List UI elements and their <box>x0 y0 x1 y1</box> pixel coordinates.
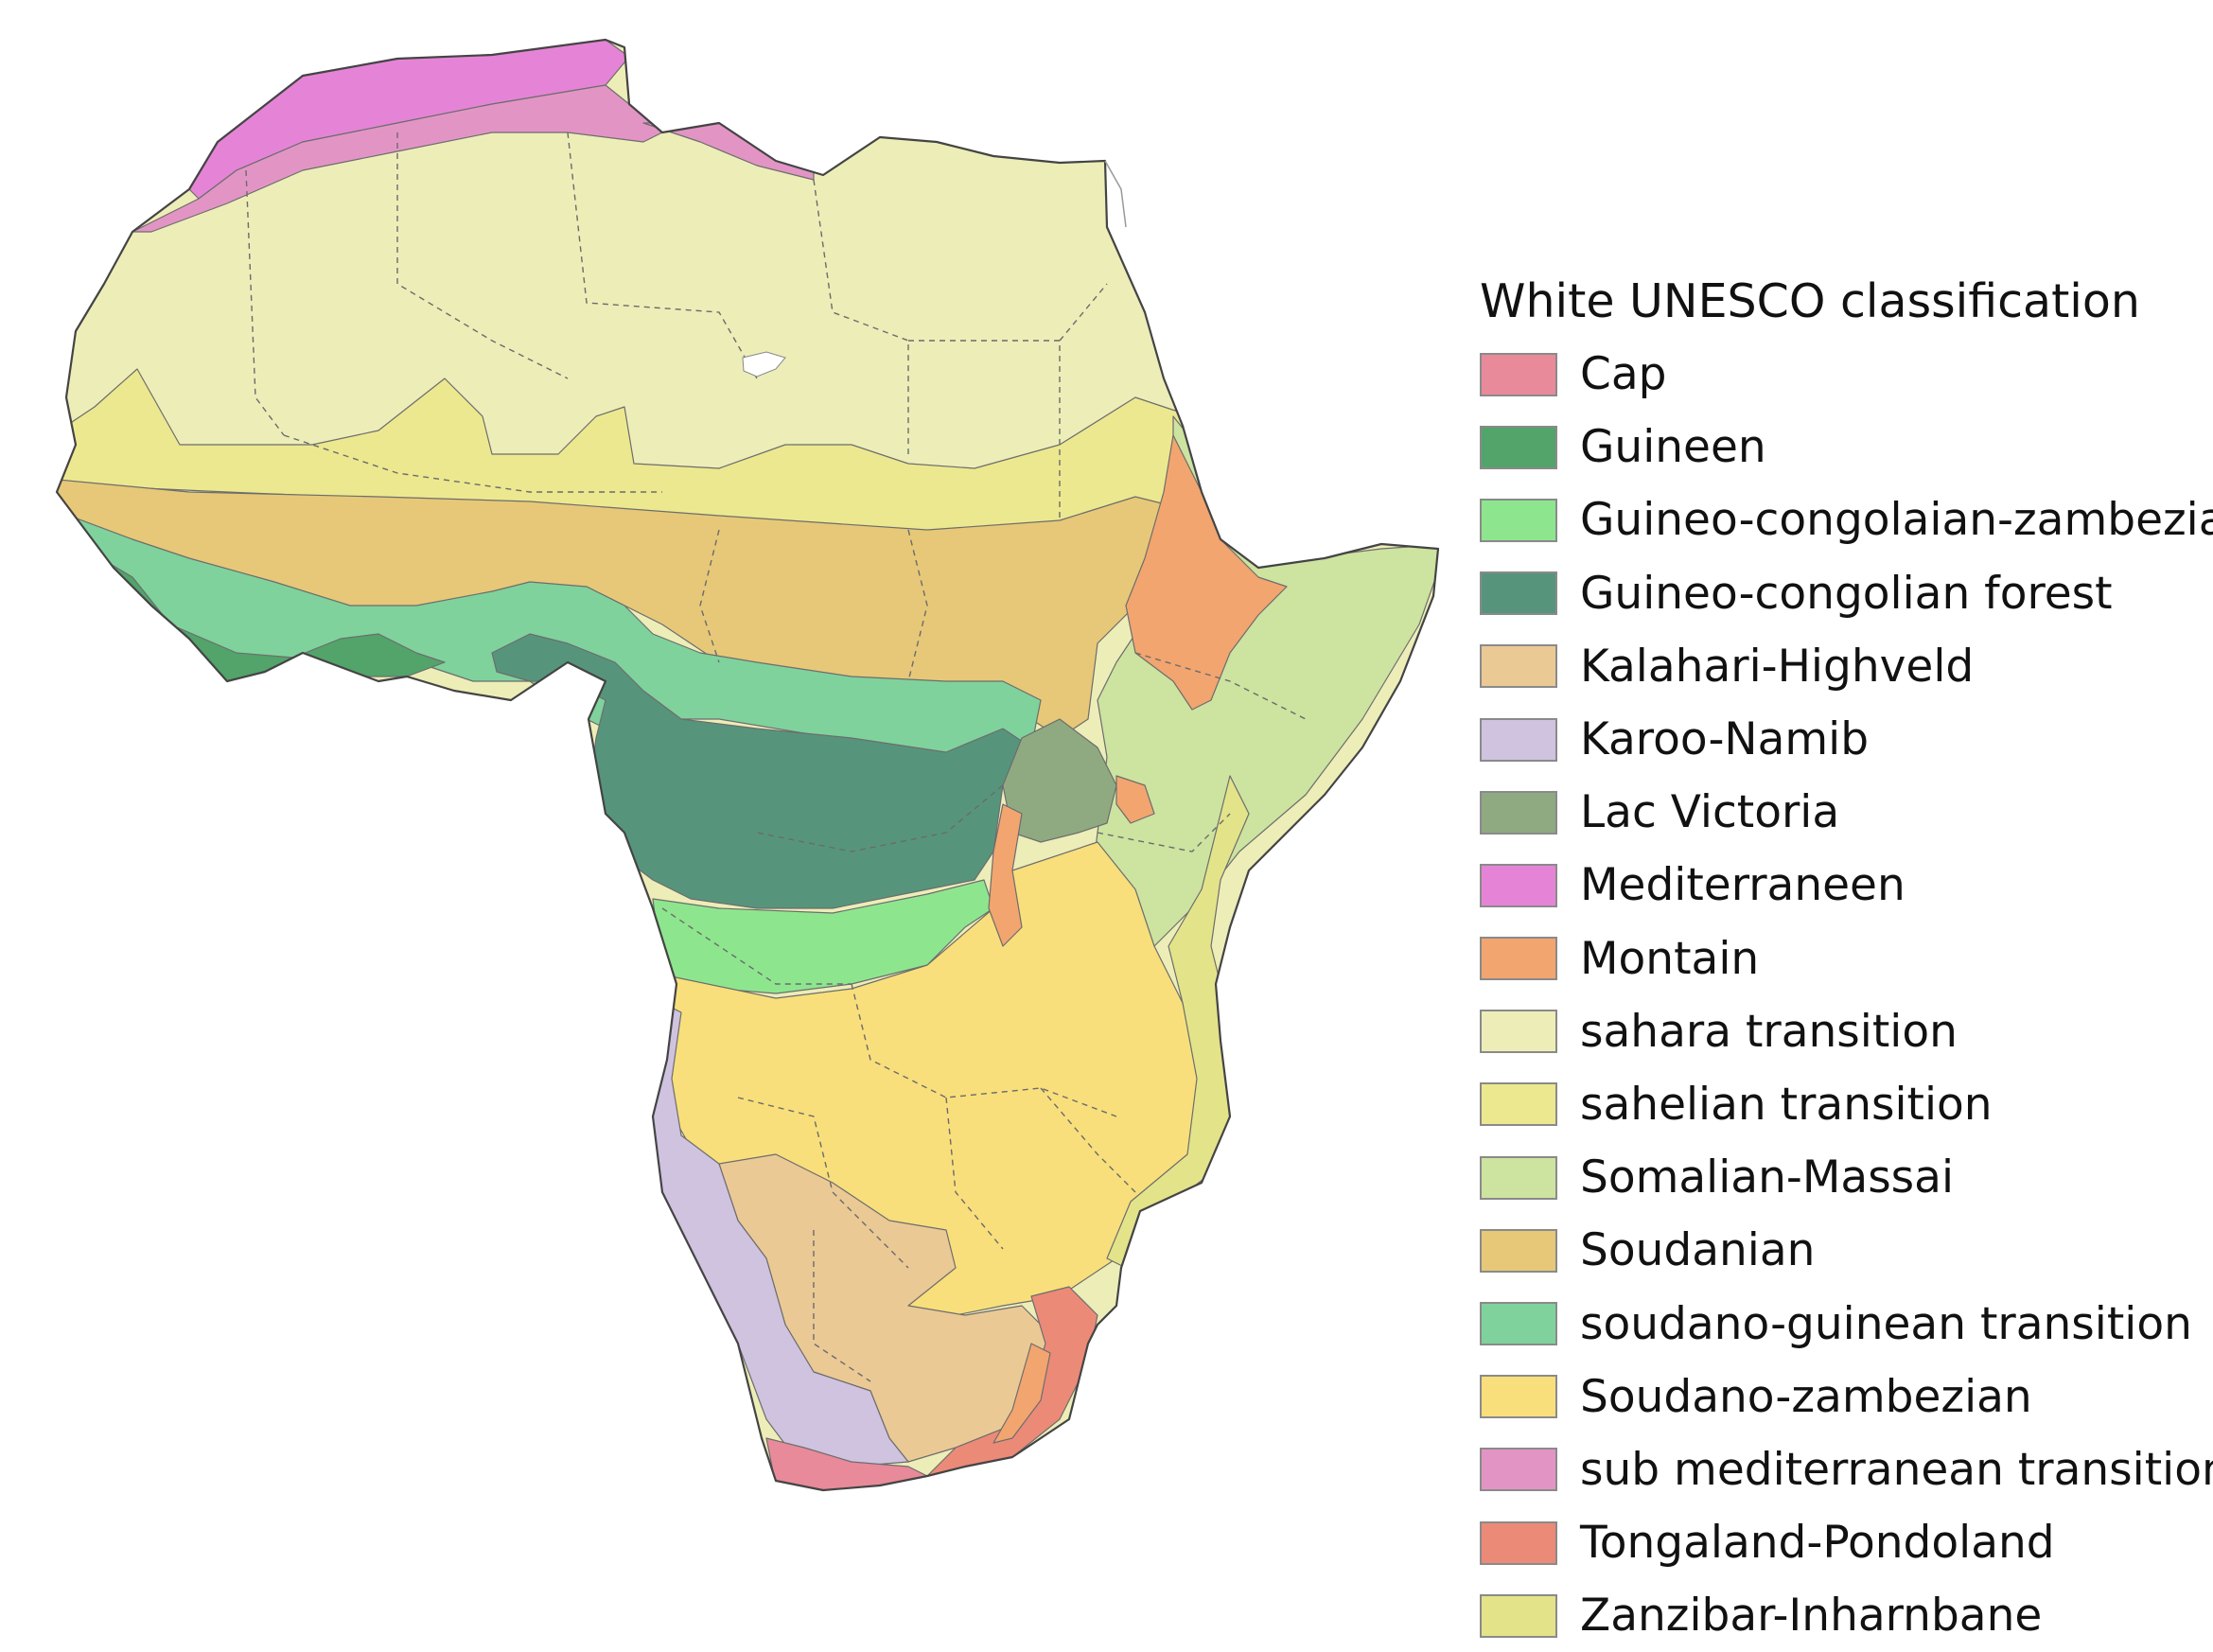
legend-item: Lac Victoria <box>1480 776 2199 849</box>
lake-chad-gap <box>742 351 786 378</box>
legend-item-label: Zanzibar-Inharnbane <box>1580 1590 2043 1643</box>
somalian-massai-swatch <box>1480 1155 1557 1200</box>
legend-item: Tongaland-Pondoland <box>1480 1506 2199 1579</box>
guineo-congolaian-zambezian-swatch <box>1480 498 1557 542</box>
montain-zone-kenya <box>1115 775 1155 824</box>
legend-item-label: Somalian-Massai <box>1580 1151 1955 1204</box>
legend-item: Karoo-Namib <box>1480 703 2199 776</box>
legend-item: Mediterraneen <box>1480 849 2199 922</box>
montain-swatch <box>1480 937 1557 981</box>
legend-item-label: sub mediterranean transition <box>1580 1443 2213 1496</box>
mediterraneen-swatch <box>1480 863 1557 907</box>
legend-item: Somalian-Massai <box>1480 1141 2199 1214</box>
sahara-transition-swatch <box>1480 1010 1557 1054</box>
legend-item-label: Guineen <box>1580 421 1766 474</box>
tongaland-pondoland-swatch <box>1480 1520 1557 1565</box>
guineo-congolian-forest-swatch <box>1480 571 1557 616</box>
guineen-swatch <box>1480 425 1557 469</box>
legend-items: Cap Guineen Guineo-congolaian-zambezian Gui… <box>1480 338 2213 1652</box>
soudano-zambezian-swatch <box>1480 1375 1557 1419</box>
legend-item-label: Mediterraneen <box>1580 859 1906 912</box>
montain-zone-ethiopia <box>1125 434 1288 711</box>
legend-item-label: soudano-guinean transition <box>1580 1297 2192 1350</box>
africa-vegetation-map <box>55 38 1440 1492</box>
legend-item-label: Kalahari-Highveld <box>1580 640 1975 693</box>
montain-zone-rift <box>988 803 1023 947</box>
montain-zone-drakensberg <box>992 1343 1051 1444</box>
legend-item: Kalahari-Highveld <box>1480 630 2199 703</box>
sub-mediterranean-transition-swatch <box>1480 1448 1557 1492</box>
sahelian-transition-swatch <box>1480 1082 1557 1127</box>
legend-item: Cap <box>1480 338 2199 411</box>
legend-item: Soudanian <box>1480 1214 2199 1287</box>
sinai-edge <box>1104 160 1127 228</box>
legend-item-label: sahara transition <box>1580 1005 1958 1058</box>
karoo-namib-swatch <box>1480 717 1557 762</box>
legend-item-label: Guineo-congolaian-zambezian <box>1580 494 2213 547</box>
legend-item-label: Soudanian <box>1580 1224 1816 1277</box>
zanzibar-inharnbane-swatch <box>1480 1593 1557 1638</box>
legend-item: sahelian transition <box>1480 1068 2199 1141</box>
lac-victoria-swatch <box>1480 790 1557 835</box>
legend-item-label: Montain <box>1580 932 1760 985</box>
country-borders <box>245 132 1307 1382</box>
soudanian-swatch <box>1480 1228 1557 1273</box>
legend-item-label: Soudano-zambezian <box>1580 1370 2032 1423</box>
legend-item: Soudano-zambezian <box>1480 1361 2199 1433</box>
legend-item-label: Lac Victoria <box>1580 786 1840 839</box>
legend-item: Guineo-congolian forest <box>1480 557 2199 630</box>
legend-item: sahara transition <box>1480 995 2199 1068</box>
map-legend: White UNESCO classification Cap Guineen Gu… <box>1480 274 2213 1652</box>
legend-item: sub mediterranean transition <box>1480 1433 2213 1506</box>
legend-title: White UNESCO classification <box>1480 274 2140 328</box>
legend-item: Guineen <box>1480 411 2199 483</box>
legend-item-label: Tongaland-Pondoland <box>1580 1517 2055 1570</box>
legend-item-label: sahelian transition <box>1580 1078 1993 1131</box>
legend-item-label: Guineo-congolian forest <box>1580 567 2113 620</box>
legend-item: Montain <box>1480 923 2199 995</box>
kalahari-highveld-swatch <box>1480 644 1557 689</box>
legend-item-label: Cap <box>1580 348 1667 401</box>
legend-item: soudano-guinean transition <box>1480 1287 2199 1360</box>
legend-item: Guineo-congolaian-zambezian <box>1480 483 2213 556</box>
cap-swatch <box>1480 352 1557 396</box>
legend-item-label: Karoo-Namib <box>1580 713 1870 766</box>
soudano-guinean-transition-swatch <box>1480 1302 1557 1346</box>
legend-item: Zanzibar-Inharnbane <box>1480 1579 2199 1652</box>
